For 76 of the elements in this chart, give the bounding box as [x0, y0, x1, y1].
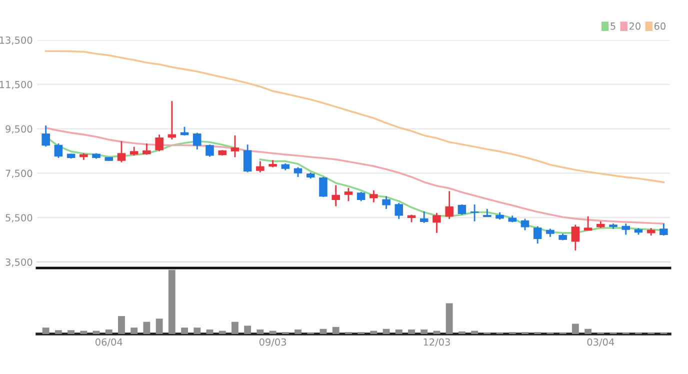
bar	[54, 330, 62, 334]
bar	[294, 330, 302, 334]
y-tick-label: 7,500	[6, 170, 32, 178]
x-tick-label: 06/04	[96, 338, 122, 346]
x-tick-label: 03/04	[587, 338, 614, 346]
candlestick	[332, 184, 340, 207]
candlestick	[319, 176, 328, 198]
candlestick	[54, 142, 63, 159]
candlestick	[206, 144, 214, 158]
candlestick	[432, 212, 441, 234]
candlestick	[344, 187, 353, 202]
bar	[420, 330, 428, 334]
bar	[68, 330, 75, 334]
legend-label: 20	[629, 22, 640, 30]
line-series	[44, 50, 665, 184]
bar	[408, 330, 415, 334]
candlestick	[622, 222, 630, 236]
bar	[446, 303, 453, 334]
candlestick	[660, 222, 668, 236]
bar	[105, 330, 112, 334]
bar	[181, 328, 188, 334]
candlestick	[256, 160, 264, 174]
x-tick-label: 09/03	[259, 338, 286, 346]
candlestick	[584, 216, 592, 231]
legend-label: 60	[654, 22, 666, 30]
bar	[370, 330, 378, 334]
candlestick	[520, 218, 530, 231]
candlestick	[117, 140, 126, 164]
candlestick	[294, 166, 302, 178]
bar	[395, 330, 402, 334]
candlestick	[420, 210, 428, 224]
bar	[382, 328, 390, 334]
bar	[42, 328, 50, 334]
bar	[168, 270, 176, 334]
y-tick-label: 5,500	[6, 214, 32, 222]
bar	[194, 328, 201, 334]
bar	[572, 324, 579, 334]
candlestick	[370, 190, 378, 203]
bar	[156, 318, 163, 334]
legend-label: 5	[610, 22, 616, 30]
candlestick	[356, 191, 366, 202]
candlestick	[155, 134, 164, 152]
line-series	[44, 127, 665, 224]
candlestick	[142, 142, 151, 156]
candlestick	[382, 196, 390, 210]
y-tick-label: 11,500	[0, 80, 32, 90]
bar	[143, 322, 150, 334]
bar	[80, 330, 88, 334]
bar	[118, 316, 125, 334]
candlestick	[193, 132, 202, 150]
candlestick	[458, 204, 466, 216]
bar	[320, 328, 327, 334]
candlestick	[533, 226, 542, 244]
bar	[269, 330, 276, 334]
candlestick	[445, 190, 454, 220]
candlestick	[168, 100, 176, 140]
bar	[232, 322, 238, 334]
x-tick-label: 12/03	[424, 338, 450, 346]
bar	[256, 330, 264, 334]
bar	[244, 326, 252, 334]
y-tick-label: 13,500	[0, 36, 32, 45]
bar	[471, 330, 478, 334]
candlestick	[394, 202, 404, 220]
y-tick-label: 9,500	[6, 125, 32, 134]
candlestick	[571, 224, 580, 252]
candlestick	[470, 204, 479, 222]
bar	[206, 330, 214, 334]
candlestick	[230, 134, 240, 158]
bar	[130, 328, 138, 334]
y-tick-label: 3,500	[6, 258, 32, 267]
bar	[458, 331, 466, 334]
bar	[218, 330, 226, 334]
candlestick	[243, 144, 252, 174]
candlestick	[42, 124, 50, 148]
bar	[584, 328, 592, 334]
bar	[332, 326, 340, 334]
